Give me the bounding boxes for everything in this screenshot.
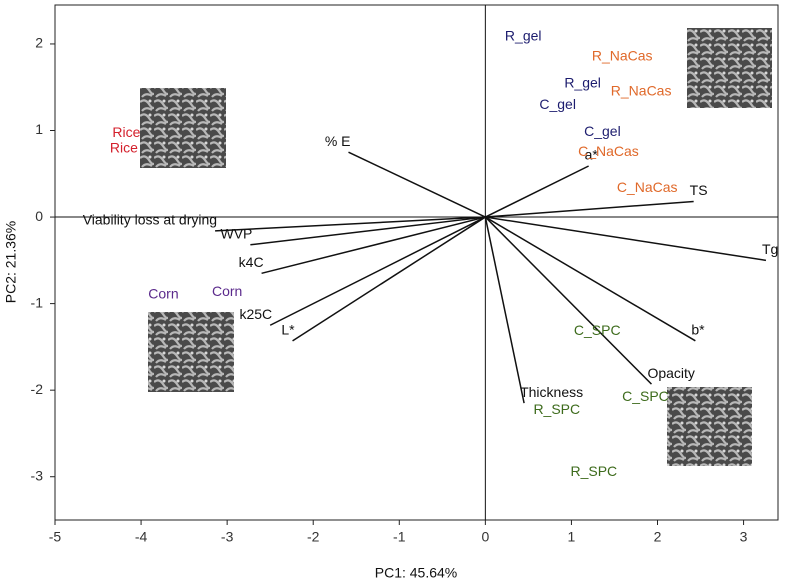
loading-vector	[215, 216, 486, 232]
loading-label: Opacity	[647, 365, 694, 381]
sample-label: C_gel	[539, 96, 576, 112]
sample-label: C_NaCas	[617, 179, 678, 195]
loading-label: L*	[281, 322, 295, 338]
x-tick-label: -5	[49, 529, 62, 545]
loading-label: WVP	[220, 225, 252, 241]
sample-label: C_SPC	[622, 388, 669, 404]
sample-label: Rice	[110, 139, 138, 155]
y-tick-label: 2	[35, 35, 43, 51]
loading-label: TS	[690, 182, 708, 198]
loading-vector	[261, 216, 486, 275]
loading-vector	[485, 216, 767, 262]
y-tick-label: 0	[35, 208, 43, 224]
sample-label: Corn	[148, 286, 178, 302]
loading-label: Thickness	[520, 384, 583, 400]
sample-label: C_gel	[584, 123, 621, 139]
sample-label: R_gel	[505, 28, 542, 44]
loading-label: Viability loss at drying	[83, 212, 217, 228]
loading-vector	[484, 216, 525, 404]
loading-vector	[484, 216, 696, 342]
y-tick-label: -2	[31, 381, 44, 397]
x-tick-label: -2	[307, 529, 320, 545]
sample-label: Rice	[112, 124, 140, 140]
x-tick-label: 1	[568, 529, 576, 545]
y-tick-label: -3	[31, 467, 44, 483]
y-tick-label: -1	[31, 294, 44, 310]
x-tick-label: 0	[481, 529, 489, 545]
x-tick-label: -3	[221, 529, 234, 545]
y-tick-label: 1	[35, 121, 43, 137]
loading-label: a*	[585, 147, 599, 163]
sample-label: R_SPC	[533, 401, 580, 417]
loading-label: Tg	[762, 241, 778, 257]
sample-label: C_NaCas	[578, 143, 639, 159]
x-tick-label: -4	[135, 529, 148, 545]
loading-vector	[250, 216, 486, 246]
sample-label: R_gel	[564, 74, 601, 90]
loading-vector	[485, 200, 694, 218]
micrograph	[687, 28, 772, 108]
sample-label: R_NaCas	[611, 82, 672, 98]
loading-label: k25C	[239, 306, 272, 322]
loading-vector	[292, 216, 486, 342]
y-axis-title: PC2: 21.36%	[3, 221, 19, 304]
micrograph	[140, 88, 226, 168]
plot-frame	[54, 4, 779, 521]
micrographs	[140, 28, 772, 466]
micrograph	[667, 387, 752, 466]
x-tick-label: 2	[654, 529, 662, 545]
sample-label: C_SPC	[574, 322, 621, 338]
micrograph	[148, 312, 234, 392]
sample-label: R_SPC	[570, 463, 617, 479]
sample-label: Corn	[212, 283, 242, 299]
x-tick-label: 3	[740, 529, 748, 545]
loading-vector	[485, 165, 589, 218]
loading-label: b*	[691, 322, 705, 338]
x-tick-label: -1	[393, 529, 406, 545]
loading-vector	[269, 216, 486, 326]
loading-label: k4C	[239, 254, 264, 270]
loading-vector	[484, 216, 653, 385]
x-axis-title: PC1: 45.64%	[375, 565, 458, 581]
loading-vector	[348, 151, 486, 218]
sample-label: R_NaCas	[592, 48, 653, 64]
loading-label: % E	[325, 133, 351, 149]
